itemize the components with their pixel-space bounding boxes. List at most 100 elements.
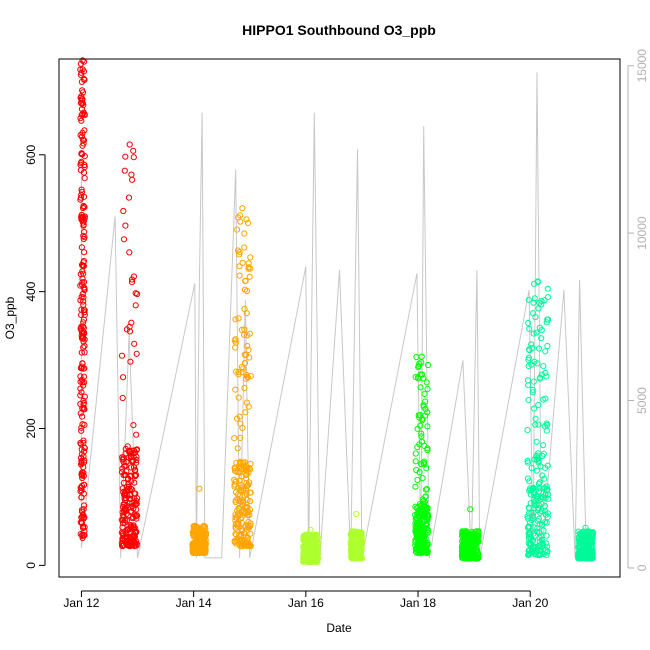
data-point xyxy=(530,488,537,496)
data-point xyxy=(529,344,536,352)
data-point xyxy=(241,326,248,333)
data-point xyxy=(242,375,249,382)
data-point xyxy=(78,427,85,434)
data-point xyxy=(78,211,85,218)
data-point xyxy=(119,394,126,402)
data-point xyxy=(125,480,132,487)
data-point xyxy=(524,377,532,384)
data-point xyxy=(246,273,253,280)
data-point xyxy=(196,485,203,492)
data-point xyxy=(524,475,532,482)
data-point xyxy=(530,310,537,317)
data-point xyxy=(543,486,550,494)
data-point xyxy=(463,531,470,538)
data-point xyxy=(80,202,87,210)
data-point xyxy=(347,547,355,554)
data-point xyxy=(131,479,138,486)
data-point xyxy=(535,480,543,487)
data-point xyxy=(123,530,130,537)
data-points-group xyxy=(77,57,597,566)
data-point xyxy=(128,171,135,178)
data-point xyxy=(238,528,245,535)
data-point xyxy=(353,555,360,562)
data-point xyxy=(78,349,85,356)
data-point xyxy=(128,319,135,326)
data-point xyxy=(120,516,127,523)
data-point xyxy=(125,194,133,201)
y-tick-label: 400 xyxy=(24,281,38,301)
data-point xyxy=(81,445,88,452)
data-point xyxy=(241,244,248,251)
x-tick-label: Jan 16 xyxy=(288,596,324,610)
data-point xyxy=(528,341,535,348)
data-point xyxy=(239,205,246,212)
data-point xyxy=(543,552,550,559)
data-point xyxy=(527,486,534,494)
data-point xyxy=(425,513,432,520)
data-point xyxy=(535,305,542,312)
data-point xyxy=(130,522,137,529)
data-point xyxy=(415,509,422,517)
data-point xyxy=(417,371,424,378)
data-point xyxy=(81,457,88,464)
x-tick-label: Jan 14 xyxy=(176,596,212,610)
data-point xyxy=(472,547,479,554)
data-point xyxy=(80,437,87,444)
data-point xyxy=(241,286,249,293)
data-point xyxy=(81,228,88,236)
data-point xyxy=(127,358,134,365)
data-point xyxy=(533,438,540,445)
data-point xyxy=(244,342,251,349)
data-point xyxy=(78,389,85,396)
data-point xyxy=(423,465,430,472)
data-point xyxy=(78,117,85,124)
data-point xyxy=(538,327,545,334)
data-point xyxy=(244,522,251,529)
data-point xyxy=(459,551,466,559)
x-tick-label: Jan 18 xyxy=(400,596,436,610)
y-tick-label: 600 xyxy=(24,144,38,164)
data-point xyxy=(236,249,243,256)
data-point xyxy=(300,551,307,558)
data-point xyxy=(535,515,542,523)
data-point xyxy=(237,531,245,539)
data-point xyxy=(528,464,535,472)
data-point xyxy=(584,531,591,538)
data-point xyxy=(232,511,239,518)
data-point xyxy=(525,530,532,537)
data-point xyxy=(461,528,468,535)
data-point xyxy=(118,352,126,359)
data-point xyxy=(419,417,426,424)
data-point xyxy=(79,142,86,149)
data-point xyxy=(133,456,140,464)
data-point xyxy=(533,329,540,336)
data-point xyxy=(464,539,471,547)
data-point xyxy=(235,247,242,254)
data-point xyxy=(524,427,531,434)
data-point xyxy=(533,453,540,460)
data-point xyxy=(77,99,85,107)
data-point xyxy=(122,222,129,229)
data-point xyxy=(541,297,548,304)
data-point xyxy=(78,507,86,514)
data-point xyxy=(533,548,541,555)
data-point xyxy=(197,546,204,553)
data-point xyxy=(356,547,363,554)
data-point xyxy=(79,413,86,420)
data-point xyxy=(129,515,136,522)
x-tick-label: Jan 20 xyxy=(512,596,548,610)
data-point xyxy=(310,552,317,559)
data-point xyxy=(539,540,546,547)
data-point xyxy=(537,548,544,555)
data-point xyxy=(231,481,238,488)
data-point xyxy=(81,448,88,455)
data-point xyxy=(541,423,548,430)
data-point xyxy=(189,541,196,548)
data-point xyxy=(80,263,88,270)
data-point xyxy=(580,541,587,548)
data-point xyxy=(544,462,551,469)
data-point xyxy=(313,531,321,538)
data-point xyxy=(415,540,422,547)
data-point xyxy=(526,346,533,353)
data-point xyxy=(81,175,88,182)
